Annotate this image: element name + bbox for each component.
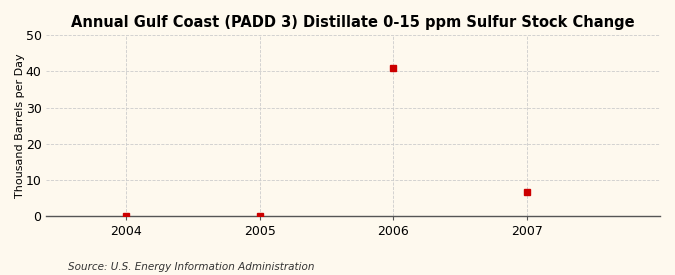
Text: Source: U.S. Energy Information Administration: Source: U.S. Energy Information Administ… xyxy=(68,262,314,272)
Title: Annual Gulf Coast (PADD 3) Distillate 0-15 ppm Sulfur Stock Change: Annual Gulf Coast (PADD 3) Distillate 0-… xyxy=(72,15,635,30)
Y-axis label: Thousand Barrels per Day: Thousand Barrels per Day xyxy=(15,53,25,198)
